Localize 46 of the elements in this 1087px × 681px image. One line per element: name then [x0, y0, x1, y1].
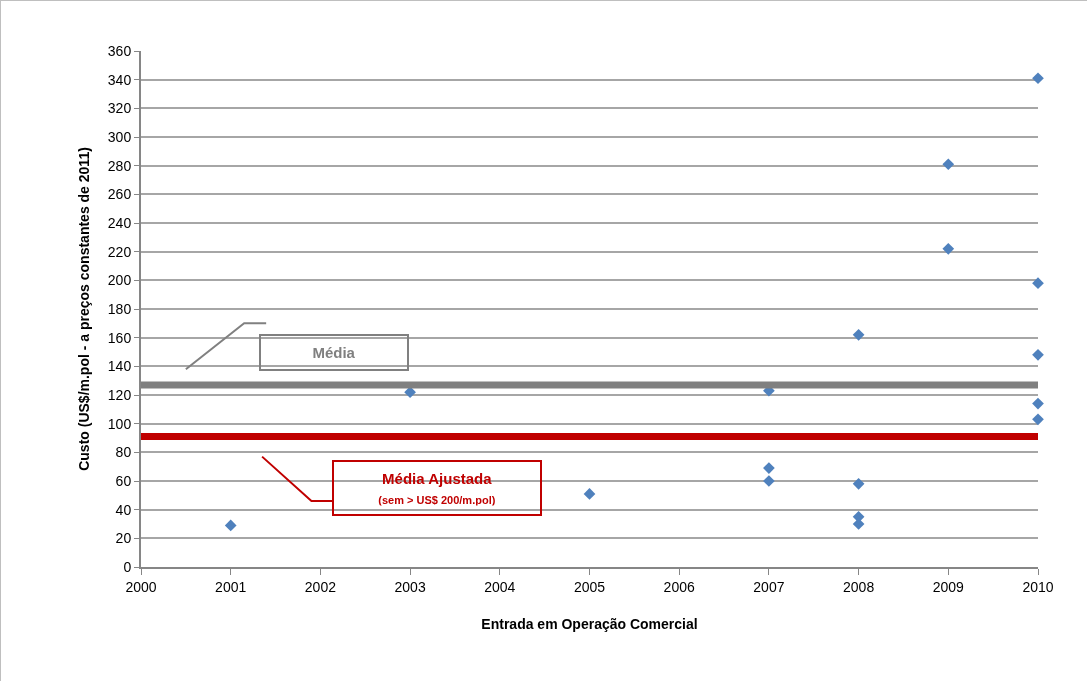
y-tick-label: 200 — [107, 272, 132, 289]
y-tick-label: 160 — [107, 329, 132, 346]
point — [852, 478, 865, 490]
point — [583, 488, 596, 500]
point — [942, 158, 955, 171]
point — [852, 328, 865, 341]
y-tick-label: 340 — [107, 71, 132, 88]
x-tick-label: 2006 — [663, 578, 695, 595]
point — [1032, 349, 1044, 361]
x-axis-title: Entrada em Operação Comercial — [481, 615, 698, 632]
y-tick-label: 180 — [107, 300, 132, 317]
y-tick-label: 320 — [107, 100, 132, 117]
y-tick-label: 120 — [107, 386, 132, 403]
x-tick-label: 2000 — [125, 578, 157, 595]
x-tick-label: 2007 — [753, 578, 785, 595]
x-tick-label: 2003 — [394, 578, 426, 595]
x-tick-label: 2010 — [1022, 578, 1054, 595]
point — [224, 519, 237, 532]
x-tick-label: 2009 — [932, 578, 965, 595]
x-tick-label: 2005 — [573, 578, 606, 595]
x-tick-label: 2001 — [215, 578, 247, 595]
x-tick-label: 2008 — [843, 578, 875, 595]
y-tick-label: 60 — [115, 472, 132, 489]
y-tick-label: 20 — [115, 530, 132, 547]
point — [1032, 397, 1044, 410]
y-axis-title: Custo (US$/m.pol - a preços constantes de 2011) — [75, 147, 92, 471]
y-tick-label: 40 — [115, 501, 132, 518]
y-tick-label: 220 — [107, 243, 132, 260]
point — [1032, 413, 1044, 426]
y-tick-label: 260 — [107, 186, 132, 203]
point — [1032, 277, 1044, 290]
y-tick-label: 80 — [115, 444, 132, 461]
y-tick-label: 140 — [107, 358, 132, 375]
x-tick-label: 2002 — [304, 578, 337, 595]
y-tick-label: 360 — [107, 42, 132, 59]
point — [1032, 72, 1044, 85]
y-tick-label: 300 — [107, 128, 132, 145]
point — [942, 242, 955, 255]
y-tick-label: 280 — [107, 157, 132, 174]
y-tick-label: 240 — [107, 214, 132, 231]
ref-line-label: Média Ajustada (sem > US$ 200/m.pol) — [378, 470, 496, 506]
y-tick-label: 0 — [123, 558, 132, 575]
x-tick-label: 2004 — [484, 578, 516, 595]
point — [763, 462, 775, 474]
y-tick-label: 100 — [107, 415, 132, 432]
ref-line-label: Média — [312, 344, 356, 361]
